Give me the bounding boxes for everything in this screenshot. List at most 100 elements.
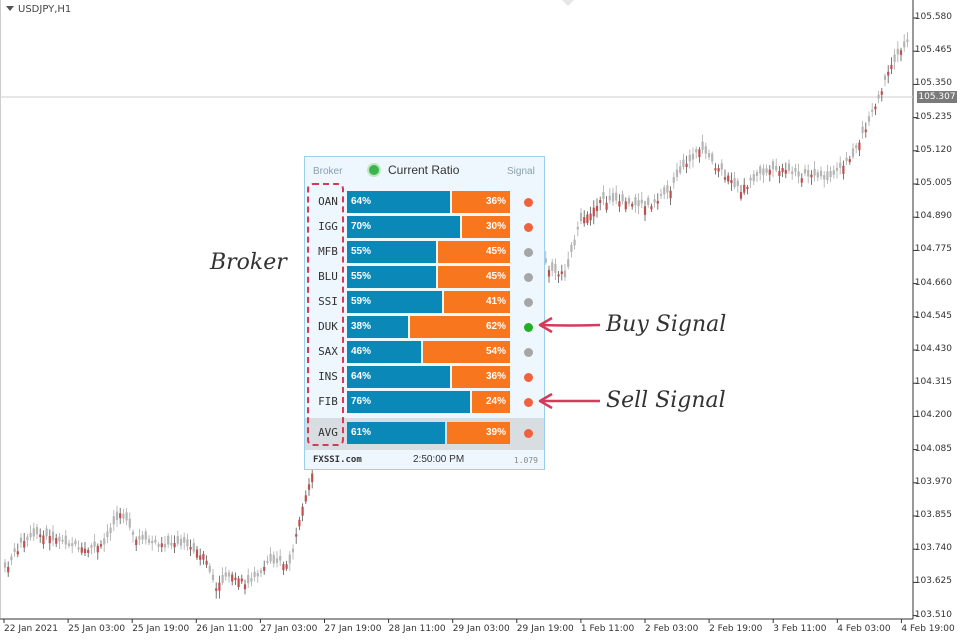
broker-row-ins[interactable]: INS 64% 36% bbox=[305, 366, 544, 388]
price-label: 104.775 bbox=[914, 244, 952, 255]
candle-body bbox=[266, 560, 269, 563]
candle-body bbox=[653, 199, 656, 203]
candle-body bbox=[48, 536, 51, 544]
buy-ratio-bar: 70% bbox=[347, 216, 460, 238]
candle-body bbox=[103, 538, 106, 545]
symbol-label[interactable]: USDJPY,H1 bbox=[6, 4, 71, 15]
broker-row-blu[interactable]: BLU 55% 45% bbox=[305, 266, 544, 288]
sell-signal-annotation: Sell Signal bbox=[606, 388, 726, 413]
candle-body bbox=[39, 534, 42, 537]
buy-signal-annotation: Buy Signal bbox=[606, 312, 727, 337]
candle-body bbox=[125, 512, 128, 521]
candle-body bbox=[259, 570, 263, 573]
sell-ratio-bar: 41% bbox=[444, 291, 510, 313]
candle-body bbox=[250, 578, 253, 582]
candle-body bbox=[586, 214, 589, 224]
candle-body bbox=[205, 560, 208, 565]
candle-body bbox=[851, 148, 855, 157]
candle-body bbox=[621, 194, 624, 202]
buy-ratio-bar: 38% bbox=[347, 316, 408, 338]
candle-body bbox=[570, 244, 573, 252]
candle-body bbox=[643, 206, 647, 215]
candle-body bbox=[627, 197, 631, 204]
candle-body bbox=[157, 544, 160, 547]
broker-row-mfb[interactable]: MFB 55% 45% bbox=[305, 241, 544, 263]
broker-name: BLU bbox=[318, 270, 338, 283]
time-label: 25 Jan 03:00 bbox=[68, 624, 126, 634]
sell-ratio-bar: 62% bbox=[410, 316, 510, 338]
time-label: 3 Feb 11:00 bbox=[773, 624, 827, 634]
candle-body bbox=[778, 171, 781, 176]
candle-body bbox=[567, 259, 570, 267]
broker-row-fib[interactable]: FIB 76% 24% bbox=[305, 391, 544, 413]
candle-body bbox=[736, 180, 739, 186]
broker-row-igg[interactable]: IGG 70% 30% bbox=[305, 216, 544, 238]
candle-body bbox=[563, 270, 567, 278]
candle-body bbox=[819, 170, 823, 177]
candle-body bbox=[637, 200, 640, 207]
broker-name: OAN bbox=[318, 195, 338, 208]
candle-body bbox=[99, 544, 103, 547]
candle-body bbox=[138, 536, 141, 540]
candle-body bbox=[256, 572, 259, 577]
candle-body bbox=[899, 50, 903, 55]
candle-body bbox=[733, 178, 736, 188]
price-label: 104.085 bbox=[914, 443, 952, 454]
broker-name: IGG bbox=[318, 220, 338, 233]
time-label: 25 Jan 19:00 bbox=[132, 624, 190, 634]
buy-ratio-bar: 55% bbox=[347, 241, 436, 263]
candle-body bbox=[32, 528, 35, 537]
sell-ratio-bar: 39% bbox=[447, 422, 510, 444]
candle-body bbox=[285, 564, 288, 569]
candle-body bbox=[784, 170, 787, 174]
candle-body bbox=[803, 168, 807, 174]
candle-body bbox=[215, 588, 218, 591]
broker-name: SAX bbox=[318, 345, 338, 358]
candle-body bbox=[848, 159, 851, 163]
dropdown-triangle-icon bbox=[6, 6, 14, 11]
price-label: 105.120 bbox=[914, 144, 952, 155]
time-label: 4 Feb 03:00 bbox=[837, 624, 891, 634]
candle-body bbox=[672, 177, 675, 183]
candle-body bbox=[746, 186, 749, 189]
candle-body bbox=[640, 199, 643, 204]
candle-body bbox=[272, 554, 275, 564]
broker-row-sax[interactable]: SAX 46% 54% bbox=[305, 341, 544, 363]
candle-body bbox=[288, 554, 291, 564]
candle-body bbox=[701, 141, 704, 150]
candle-body bbox=[141, 534, 144, 540]
price-label: 103.625 bbox=[914, 576, 952, 587]
time-label: 2 Feb 19:00 bbox=[709, 624, 763, 634]
time-label: 27 Jan 03:00 bbox=[260, 624, 318, 634]
candle-body bbox=[311, 473, 314, 483]
broker-row-oan[interactable]: OAN 64% 36% bbox=[305, 191, 544, 213]
price-label: 104.660 bbox=[914, 277, 952, 288]
candle-body bbox=[189, 547, 192, 550]
candle-body bbox=[698, 149, 701, 158]
broker-name: AVG bbox=[318, 426, 338, 439]
brand-link[interactable]: FXSSI.com bbox=[313, 455, 362, 465]
broker-name: DUK bbox=[318, 320, 338, 333]
time-label: 2 Feb 03:00 bbox=[645, 624, 699, 634]
broker-row-ssi[interactable]: SSI 59% 41% bbox=[305, 291, 544, 313]
candle-body bbox=[583, 217, 586, 224]
broker-row-avg[interactable]: AVG 61% 39% bbox=[305, 422, 544, 444]
buy-ratio-bar: 76% bbox=[347, 391, 470, 413]
candle-body bbox=[691, 153, 695, 160]
price-label: 103.855 bbox=[914, 510, 952, 520]
signal-sell-dot-icon bbox=[524, 429, 533, 438]
scroll-marker-icon bbox=[562, 0, 574, 6]
candle-body bbox=[29, 532, 32, 538]
candle-body bbox=[112, 516, 115, 525]
candle-body bbox=[224, 572, 227, 577]
broker-highlight-box bbox=[307, 183, 344, 446]
price-label: 104.890 bbox=[914, 211, 952, 222]
current-price-tag: 105.307 bbox=[917, 91, 957, 103]
broker-row-duk[interactable]: DUK 38% 62% bbox=[305, 316, 544, 338]
candle-body bbox=[771, 161, 775, 170]
candle-body bbox=[218, 582, 221, 591]
candle-body bbox=[167, 535, 170, 545]
candle-body bbox=[77, 547, 80, 550]
candle-body bbox=[797, 171, 800, 177]
